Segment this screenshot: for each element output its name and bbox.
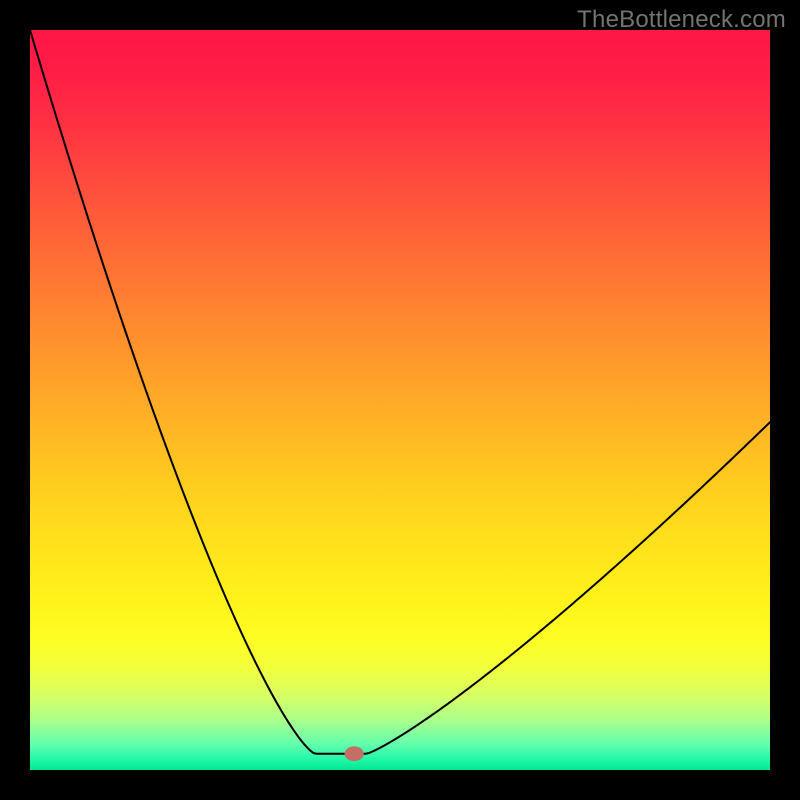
- bottleneck-chart: [30, 30, 770, 770]
- gradient-background: [30, 30, 770, 770]
- plot-area: [30, 30, 770, 770]
- chart-frame: TheBottleneck.com: [0, 0, 800, 800]
- balance-point-marker: [345, 746, 364, 761]
